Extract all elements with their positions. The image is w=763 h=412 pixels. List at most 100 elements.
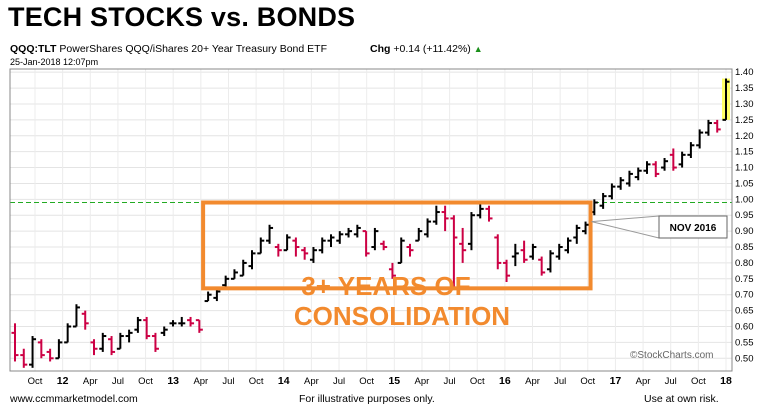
y-tick-label: 0.50	[735, 353, 754, 364]
y-tick-label: 1.25	[735, 115, 754, 126]
x-tick-label: 17	[610, 375, 622, 387]
footer-website: www.ccmmarketmodel.com	[10, 393, 138, 405]
ohlc-bar	[388, 262, 396, 279]
chart-header: QQQ:TLT PowerShares QQQ/iShares 20+ Year…	[10, 43, 327, 55]
up-arrow-icon: ▲	[473, 44, 483, 54]
ohlc-bar	[301, 247, 309, 260]
ohlc-bar	[125, 329, 133, 343]
ohlc-bar	[467, 212, 475, 251]
x-tick-label: Jul	[554, 376, 566, 387]
x-tick-label: Oct	[470, 376, 485, 387]
ohlc-bar	[704, 119, 712, 136]
x-tick-label: Oct	[138, 376, 153, 387]
ohlc-bar	[116, 332, 124, 350]
ohlc-bar	[55, 339, 63, 360]
ohlc-bar	[81, 310, 89, 330]
x-tick-label: 12	[57, 375, 69, 387]
nov-callout-box	[658, 215, 728, 239]
ohlc-bar	[29, 336, 37, 368]
symbol: QQQ:TLT	[10, 43, 57, 55]
ohlc-bar	[336, 231, 344, 244]
ohlc-bar	[511, 243, 519, 267]
ohlc-bar	[72, 304, 80, 328]
symbol-description: PowerShares QQQ/iShares 20+ Year Treasur…	[59, 43, 327, 55]
ohlc-bar	[713, 119, 721, 133]
chart-title: TECH STOCKS vs. BONDS	[8, 2, 356, 32]
ohlc-bar	[555, 243, 563, 260]
ohlc-bar	[599, 192, 607, 209]
y-tick-label: 0.85	[735, 242, 754, 253]
y-tick-label: 1.10	[735, 163, 754, 174]
x-tick-label: Apr	[304, 376, 319, 387]
ohlc-bar	[582, 221, 590, 235]
ohlc-bar	[345, 227, 353, 238]
y-tick-label: 0.60	[735, 321, 754, 332]
x-tick-label: Apr	[83, 376, 98, 387]
ohlc-bar	[678, 151, 686, 168]
ohlc-bar	[99, 332, 107, 352]
ohlc-bar	[564, 237, 572, 254]
ohlc-bar	[485, 205, 493, 222]
ohlc-bar	[178, 316, 186, 327]
nov-callout-line-lower	[591, 221, 660, 239]
x-tick-label: Oct	[249, 376, 264, 387]
ohlc-bar	[441, 205, 449, 232]
ohlc-bar	[520, 240, 528, 263]
ohlc-bar	[266, 224, 274, 244]
ohlc-bar	[634, 167, 642, 181]
ohlc-bar	[494, 234, 502, 270]
ohlc-bar	[283, 234, 291, 252]
ohlc-bar	[406, 243, 414, 257]
ohlc-bar	[687, 142, 695, 159]
x-tick-label: Oct	[359, 376, 374, 387]
ohlc-bar	[64, 323, 72, 344]
nov-callout-line-upper	[591, 215, 660, 223]
change-value: +0.14 (+11.42%)	[393, 43, 471, 55]
ohlc-bar	[239, 259, 247, 277]
ohlc-bar	[608, 183, 616, 200]
ohlc-bar	[424, 218, 432, 238]
consolidation-label-line2: CONSOLIDATION	[294, 301, 510, 331]
y-tick-label: 1.30	[735, 99, 754, 110]
y-tick-label: 0.55	[735, 337, 754, 348]
x-tick-label: 18	[720, 375, 732, 387]
plot-frame	[9, 68, 733, 372]
ohlc-bar	[213, 288, 221, 302]
y-axis: 0.50 0.55 0.60 0.65 0.70 0.75 0.80 0.85 0.90 0.95…	[735, 67, 754, 364]
ohlc-bar	[696, 129, 704, 149]
ohlc-bar	[722, 78, 730, 121]
x-tick-label: Apr	[193, 376, 208, 387]
ohlc-bar	[274, 243, 282, 257]
y-tick-label: 0.70	[735, 290, 754, 301]
y-tick-label: 0.90	[735, 226, 754, 237]
ohlc-bar	[11, 323, 19, 362]
x-tick-label: Apr	[525, 376, 540, 387]
ohlc-bar	[222, 275, 230, 289]
ohlc-bar	[230, 269, 238, 280]
ohlc-bar	[643, 161, 651, 174]
x-tick-label: Apr	[415, 376, 430, 387]
x-tick-label: 15	[388, 375, 400, 387]
ohlc-bar	[538, 256, 546, 276]
ohlc-bar	[362, 230, 370, 257]
ohlc-bar	[292, 237, 300, 257]
change-readout: Chg +0.14 (+11.42%) ▲	[370, 43, 483, 55]
x-tick-label: 13	[167, 375, 179, 387]
ohlc-bar	[195, 319, 203, 333]
ohlc-bar	[257, 237, 265, 255]
ohlc-bar	[309, 247, 317, 263]
consolidation-box	[201, 200, 593, 291]
ohlc-bar	[625, 170, 633, 187]
x-tick-label: Oct	[28, 376, 43, 387]
y-tick-label: 1.40	[735, 67, 754, 78]
ohlc-bar	[143, 316, 151, 340]
footer-risk: Use at own risk.	[644, 393, 719, 405]
ohlc-bar	[327, 234, 335, 248]
ohlc-bar	[573, 224, 581, 244]
ohlc-bar	[476, 202, 484, 219]
x-tick-label: Jul	[444, 376, 456, 387]
ohlc-bar	[20, 348, 28, 368]
ohlc-bar	[318, 237, 326, 254]
ohlc-bar	[661, 158, 669, 171]
